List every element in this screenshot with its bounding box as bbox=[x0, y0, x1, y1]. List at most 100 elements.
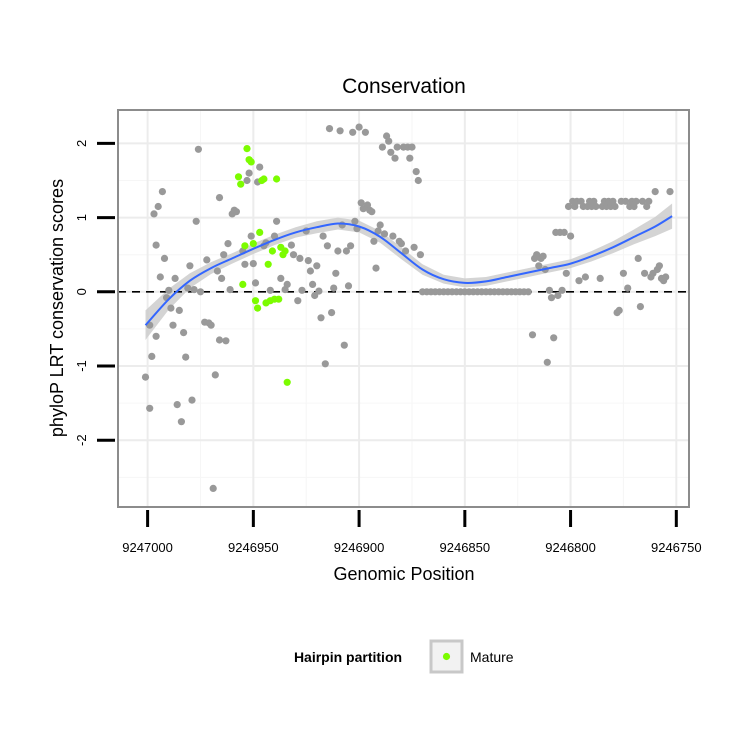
mature-data-point bbox=[275, 295, 283, 303]
data-point bbox=[315, 287, 323, 295]
y-tick-label: 1 bbox=[74, 214, 89, 221]
data-point bbox=[304, 257, 312, 265]
data-point bbox=[564, 202, 573, 211]
mature-data-point bbox=[256, 228, 264, 236]
data-point bbox=[283, 280, 291, 288]
data-point bbox=[539, 252, 547, 260]
mature-data-point bbox=[249, 240, 257, 248]
data-point bbox=[349, 128, 357, 136]
data-point bbox=[294, 297, 302, 305]
data-point bbox=[547, 294, 556, 302]
data-point bbox=[247, 232, 255, 240]
data-point bbox=[207, 321, 215, 329]
data-point bbox=[289, 251, 298, 259]
data-point bbox=[355, 123, 363, 131]
data-point bbox=[636, 303, 645, 311]
x-tick-label: 9247000 bbox=[122, 540, 173, 555]
data-point bbox=[338, 221, 346, 229]
data-point bbox=[581, 273, 590, 281]
data-point bbox=[575, 277, 583, 285]
data-point bbox=[213, 267, 221, 275]
data-point bbox=[545, 286, 554, 294]
data-point bbox=[150, 210, 158, 218]
smooth-line bbox=[144, 215, 673, 326]
data-point bbox=[218, 274, 226, 282]
data-point bbox=[651, 188, 659, 196]
data-point bbox=[357, 199, 365, 207]
data-point bbox=[351, 217, 359, 225]
data-point bbox=[641, 269, 649, 277]
data-point bbox=[550, 334, 558, 342]
data-point bbox=[245, 169, 253, 177]
data-point bbox=[251, 279, 260, 287]
data-point bbox=[152, 241, 160, 249]
data-point bbox=[412, 168, 420, 176]
data-point bbox=[173, 401, 181, 409]
gridlines bbox=[118, 110, 689, 507]
data-point bbox=[319, 232, 327, 240]
data-point bbox=[325, 125, 334, 133]
data-point bbox=[141, 373, 150, 381]
data-point bbox=[558, 286, 566, 294]
data-point bbox=[169, 321, 177, 329]
y-tick-label: 0 bbox=[74, 288, 89, 295]
legend: Hairpin partition Mature bbox=[294, 639, 514, 674]
mature-data-point bbox=[234, 173, 243, 181]
data-point bbox=[619, 269, 628, 277]
data-point bbox=[402, 247, 410, 255]
data-point bbox=[524, 288, 532, 296]
data-point bbox=[615, 306, 623, 314]
data-point bbox=[309, 280, 317, 288]
data-point bbox=[340, 341, 348, 349]
x-tick-label: 9246950 bbox=[228, 540, 279, 555]
data-point bbox=[215, 336, 224, 344]
x-tick-label: 9246850 bbox=[440, 540, 491, 555]
data-point bbox=[385, 137, 393, 145]
mature-data-point bbox=[254, 304, 262, 312]
data-point bbox=[182, 353, 190, 361]
data-point bbox=[220, 251, 228, 259]
legend-title: Hairpin partition bbox=[294, 649, 402, 665]
mature-data-point bbox=[237, 180, 245, 188]
legend-key bbox=[429, 639, 464, 674]
plot-panel bbox=[118, 110, 689, 507]
data-point bbox=[666, 188, 674, 196]
data-point bbox=[241, 260, 249, 268]
chart-title: Conservation bbox=[342, 75, 466, 98]
data-point bbox=[226, 286, 234, 294]
y-tick-label: 2 bbox=[74, 140, 89, 147]
data-point bbox=[567, 232, 575, 240]
data-point bbox=[535, 262, 543, 270]
data-point bbox=[611, 202, 619, 211]
panel-background bbox=[118, 110, 689, 507]
data-point bbox=[194, 145, 202, 153]
data-point bbox=[624, 284, 632, 292]
data-point bbox=[171, 274, 179, 282]
data-point bbox=[317, 314, 325, 322]
data-point bbox=[416, 251, 424, 259]
data-point bbox=[156, 273, 164, 281]
data-point bbox=[256, 163, 264, 171]
x-tick-label: 9246900 bbox=[334, 540, 385, 555]
data-point bbox=[342, 247, 350, 255]
data-point bbox=[393, 143, 401, 151]
data-point bbox=[273, 217, 281, 225]
data-point bbox=[634, 254, 642, 262]
data-point bbox=[368, 208, 376, 216]
data-point bbox=[177, 418, 185, 426]
mature-data-point bbox=[243, 145, 251, 153]
data-point bbox=[158, 188, 166, 196]
data-point bbox=[562, 269, 570, 277]
mature-data-point bbox=[239, 280, 247, 288]
y-axis-label: phyloP LRT conservation scores bbox=[47, 179, 67, 437]
x-axis-label: Genomic Position bbox=[333, 564, 474, 584]
mature-data-point bbox=[281, 247, 289, 255]
mature-data-point bbox=[264, 260, 272, 268]
data-point bbox=[376, 221, 384, 229]
mature-data-point bbox=[251, 297, 260, 305]
data-point bbox=[655, 262, 664, 270]
data-point bbox=[313, 262, 321, 270]
data-point bbox=[334, 247, 342, 255]
data-point bbox=[347, 242, 355, 250]
